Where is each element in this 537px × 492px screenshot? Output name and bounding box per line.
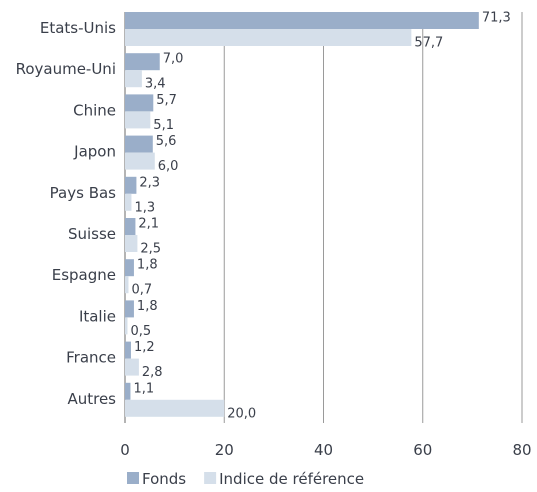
bar-fonds-4: [125, 176, 137, 194]
bar-fonds-0: [125, 12, 479, 29]
data-label: 2,8: [142, 365, 163, 380]
gridlines: [124, 12, 523, 423]
data-label: 5,1: [153, 118, 174, 133]
data-label: 1,3: [134, 200, 155, 215]
category-label: Etats-Unis: [40, 19, 116, 37]
data-label: 0,7: [131, 283, 152, 298]
data-label: 6,0: [158, 159, 179, 174]
category-labels: Etats-Unis Royaume-Uni Chine Japon Pays Bas S…: [16, 19, 117, 408]
bar-indice-1: [125, 70, 142, 88]
bar-indice-5: [125, 235, 138, 252]
bar-indice-2: [125, 111, 151, 129]
data-label: 2,5: [140, 242, 161, 257]
data-label: 2,1: [138, 217, 159, 232]
data-label: 57,7: [414, 36, 443, 51]
data-label: 7,0: [163, 52, 184, 67]
x-tick-label-0: 0: [120, 441, 130, 459]
data-label: 5,7: [156, 93, 177, 108]
x-tick-label-80: 80: [512, 441, 531, 459]
data-label: 0,5: [130, 324, 151, 339]
bar-fonds-1: [125, 53, 160, 71]
data-label: 3,4: [145, 77, 166, 92]
bar-fonds-7: [125, 300, 134, 318]
bar-fonds-8: [125, 341, 131, 359]
x-tick-label-40: 40: [314, 441, 333, 459]
category-label: Royaume-Uni: [16, 60, 116, 78]
bar-fonds-6: [125, 259, 134, 277]
legend-label-1: Indice de référence: [219, 470, 364, 488]
category-label: France: [66, 349, 116, 367]
category-label: Japon: [73, 143, 116, 161]
category-label: Pays Bas: [50, 184, 117, 202]
x-axis-ticks: 0 20 40 60 80: [120, 441, 531, 459]
data-label: 71,3: [482, 11, 511, 26]
data-label: 1,8: [137, 299, 158, 314]
legend-swatch-0: [127, 472, 139, 484]
x-tick-label-60: 60: [413, 441, 432, 459]
bar-fonds-9: [125, 382, 131, 400]
bar-fonds-3: [125, 135, 153, 153]
bar-fonds-2: [125, 94, 154, 112]
data-label: 20,0: [227, 406, 256, 421]
legend-label-0: Fonds: [142, 470, 186, 488]
category-label: Espagne: [52, 266, 116, 284]
bar-indice-9: [125, 399, 225, 417]
bar-indice-4: [125, 193, 132, 211]
category-label: Autres: [67, 390, 116, 408]
data-label: 2,3: [139, 175, 160, 190]
data-label: 1,1: [133, 381, 154, 396]
category-label: Chine: [73, 101, 116, 119]
legend: Fonds Indice de référence: [127, 470, 364, 488]
x-tick-label-20: 20: [215, 441, 234, 459]
bar-indice-3: [125, 152, 155, 170]
category-label: Suisse: [68, 225, 116, 243]
data-label: 1,2: [134, 340, 155, 355]
bar-indice-0: [125, 29, 412, 46]
bar-indice-6: [125, 276, 129, 294]
category-label: Italie: [79, 307, 116, 325]
data-label: 1,8: [137, 258, 158, 273]
bar-indice-8: [125, 358, 139, 376]
bar-indice-7: [125, 317, 128, 335]
bars: 71,357,77,03,45,75,15,66,02,31,32,12,51,…: [125, 11, 511, 421]
bar-fonds-5: [125, 218, 136, 235]
legend-swatch-1: [204, 472, 217, 484]
data-label: 5,6: [156, 134, 177, 149]
